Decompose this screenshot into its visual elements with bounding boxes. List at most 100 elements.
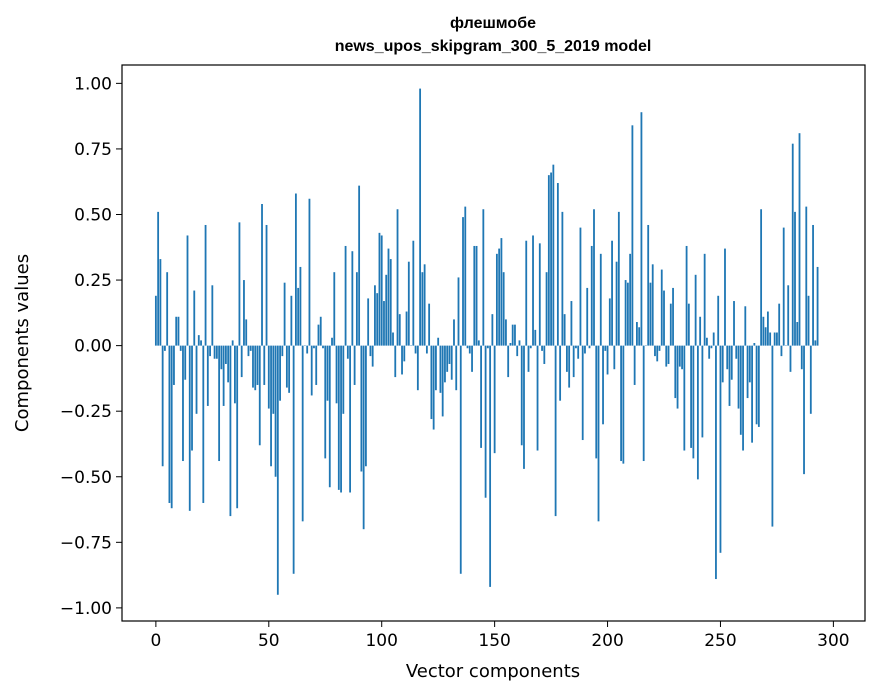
bar [412, 240, 415, 346]
bar [326, 345, 329, 401]
bar [288, 345, 291, 393]
bar [631, 125, 634, 346]
bar [651, 264, 654, 346]
bar [611, 240, 613, 346]
bar [570, 301, 573, 346]
bar [588, 345, 591, 349]
bar [712, 332, 715, 346]
bar [507, 345, 510, 378]
bar [746, 345, 749, 399]
bar [532, 235, 534, 346]
bar [807, 295, 810, 346]
bar [211, 285, 214, 346]
bar [450, 345, 453, 380]
bar [690, 345, 693, 448]
bar [477, 340, 480, 346]
bar [538, 243, 541, 346]
bar [663, 290, 665, 346]
bar [803, 345, 805, 475]
bar [701, 345, 704, 438]
bar [353, 345, 356, 385]
bar [229, 345, 232, 517]
bar [715, 345, 717, 580]
bar-series [154, 88, 819, 595]
bar [581, 345, 584, 441]
bar [615, 261, 618, 346]
bar [667, 345, 670, 364]
bar [584, 345, 586, 354]
x-tick-label: 0 [150, 631, 161, 651]
bar [157, 211, 160, 346]
bar [206, 345, 209, 406]
bar [193, 290, 196, 346]
bar [778, 303, 781, 346]
bar [204, 224, 207, 346]
bar [265, 224, 268, 346]
y-axis-ticks: −1.00 −0.75 −0.50 −0.25 0.00 0.25 0.50 0.75 1.00 [60, 74, 122, 619]
x-tick-label: 100 [365, 631, 397, 651]
bar [780, 345, 783, 357]
bar [543, 345, 546, 364]
bar [394, 345, 397, 378]
bar [728, 345, 731, 406]
bar [446, 345, 449, 372]
bar [475, 245, 478, 346]
bar [800, 345, 803, 370]
bar [694, 274, 697, 346]
bar [231, 340, 234, 346]
bar [337, 345, 340, 490]
bar [782, 227, 785, 346]
chart-title-line-1: флешмобе [450, 15, 536, 32]
x-tick-label: 150 [478, 631, 510, 651]
bar [340, 345, 342, 493]
bar [597, 345, 600, 522]
bar [617, 211, 620, 346]
bar [660, 269, 663, 346]
bar [550, 172, 552, 346]
bar [396, 209, 399, 346]
bar [561, 211, 564, 346]
bar [346, 345, 349, 359]
bar [649, 282, 652, 346]
bar [696, 345, 699, 480]
bar [462, 217, 464, 346]
bar [256, 345, 259, 385]
bar [464, 206, 467, 346]
bar [500, 238, 503, 346]
bar [252, 345, 254, 388]
bar [441, 345, 444, 417]
bar [299, 266, 302, 346]
bar [552, 164, 555, 346]
bar [188, 345, 191, 511]
bar [480, 345, 482, 448]
bar [719, 345, 722, 553]
bar [416, 345, 419, 391]
bar [182, 345, 184, 462]
bar [362, 345, 365, 530]
bar [812, 224, 814, 346]
chart-title-line-2: news_upos_skipgram_300_5_2019 model [335, 38, 652, 55]
y-tick-label: −0.75 [60, 533, 112, 553]
bar [502, 272, 505, 346]
bar [331, 337, 333, 346]
bar [191, 345, 193, 451]
bar [179, 345, 182, 351]
bar [577, 345, 580, 359]
bar [816, 266, 819, 346]
bar [435, 345, 437, 391]
bar [626, 282, 629, 346]
bar [459, 345, 462, 574]
bar [721, 345, 724, 383]
bar [319, 316, 322, 346]
bar [355, 272, 358, 346]
bar [685, 245, 688, 346]
bar [568, 345, 571, 388]
bar [333, 272, 336, 346]
bar [794, 211, 796, 346]
bar [261, 204, 263, 346]
bar [283, 282, 286, 346]
bar [238, 222, 241, 346]
bar [444, 345, 446, 383]
bar [547, 175, 550, 346]
